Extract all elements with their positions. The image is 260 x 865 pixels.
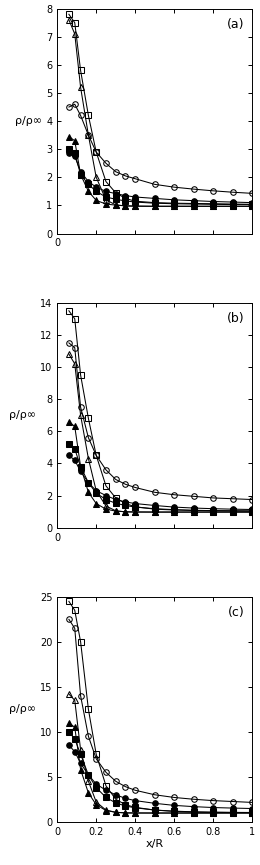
Text: (a): (a) [227,17,244,30]
Text: (b): (b) [227,311,244,324]
Y-axis label: ρ/ρ∞: ρ/ρ∞ [15,116,42,126]
Y-axis label: ρ/ρ∞: ρ/ρ∞ [9,410,36,420]
X-axis label: x/R: x/R [146,839,164,849]
Y-axis label: ρ/ρ∞: ρ/ρ∞ [9,704,36,714]
Text: (c): (c) [228,606,244,618]
